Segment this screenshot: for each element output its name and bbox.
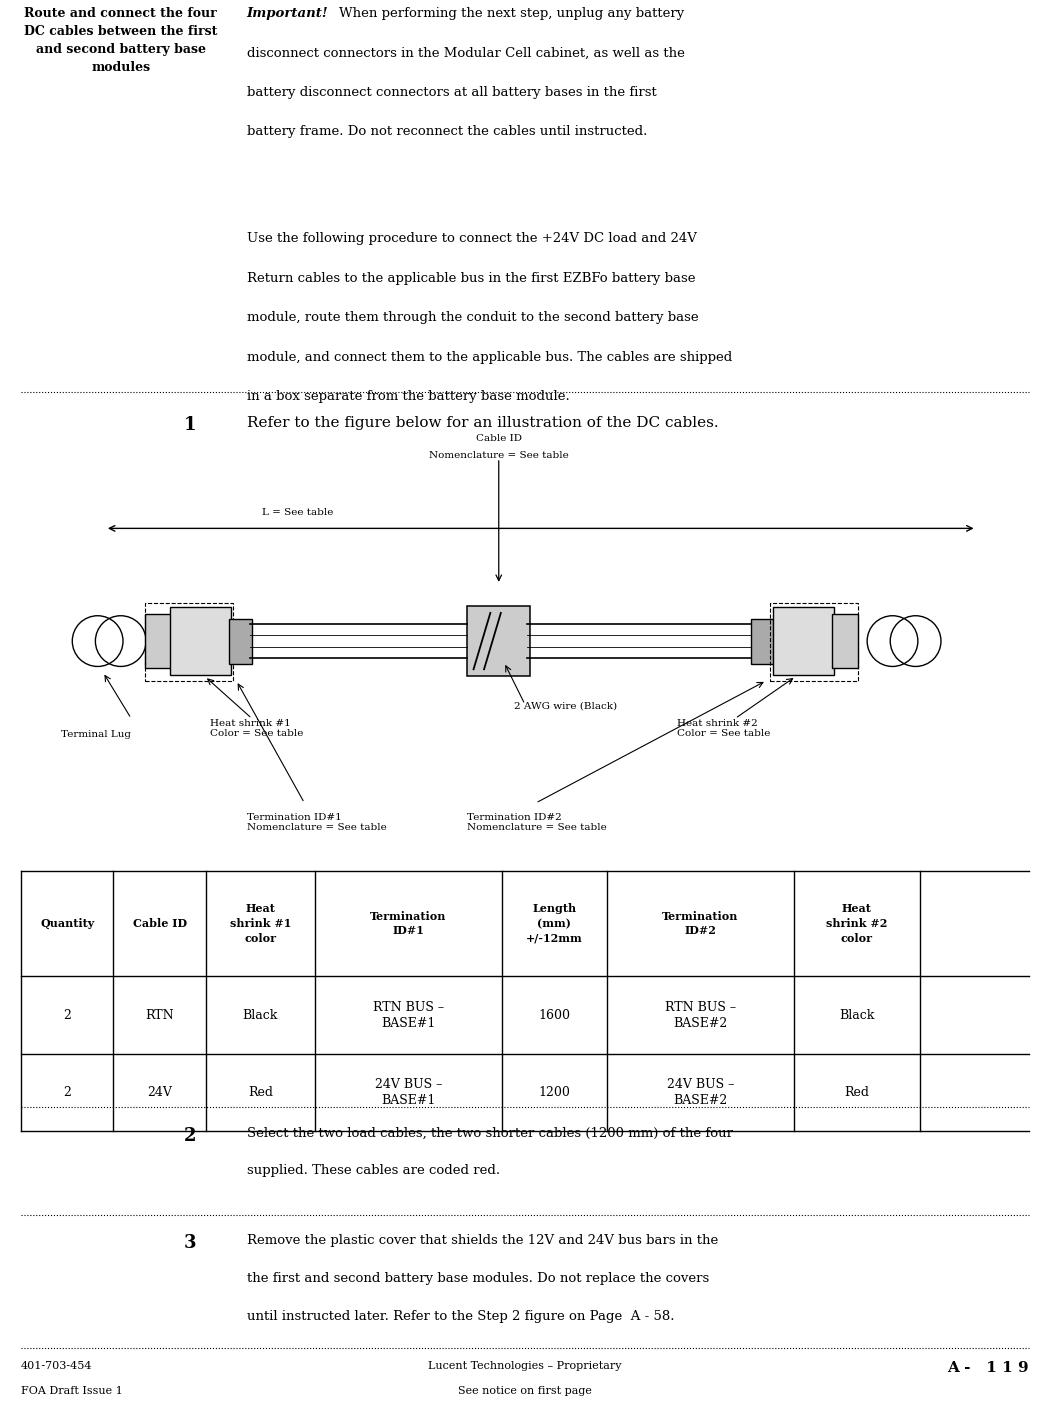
Text: Red: Red <box>844 1086 869 1099</box>
Bar <box>773 607 834 675</box>
Text: 24V: 24V <box>147 1086 172 1099</box>
Bar <box>770 603 858 681</box>
Text: in a box separate from the battery base module.: in a box separate from the battery base … <box>247 390 569 403</box>
Text: 2: 2 <box>63 1009 71 1022</box>
Text: Termination ID#2
Nomenclature = See table: Termination ID#2 Nomenclature = See tabl… <box>467 813 607 833</box>
Text: 401-703-454: 401-703-454 <box>21 1361 92 1371</box>
Text: 24V BUS –
BASE#2: 24V BUS – BASE#2 <box>667 1078 734 1107</box>
Text: battery disconnect connectors at all battery bases in the first: battery disconnect connectors at all bat… <box>247 86 656 99</box>
Text: Use the following procedure to connect the +24V DC load and 24V: Use the following procedure to connect t… <box>247 232 696 245</box>
Text: module, route them through the conduit to the second battery base: module, route them through the conduit t… <box>247 311 698 324</box>
Text: the first and second battery base modules. Do not replace the covers: the first and second battery base module… <box>247 1272 709 1285</box>
Bar <box>467 606 530 676</box>
Bar <box>145 603 233 681</box>
Text: Heat shrink #1
Color = See table: Heat shrink #1 Color = See table <box>210 719 303 738</box>
Text: Terminal Lug: Terminal Lug <box>61 730 131 738</box>
Bar <box>832 614 858 668</box>
Text: Heat
shrink #1
color: Heat shrink #1 color <box>230 903 291 944</box>
Text: Termination ID#1
Nomenclature = See table: Termination ID#1 Nomenclature = See tabl… <box>247 813 386 833</box>
Text: Refer to the figure below for an illustration of the DC cables.: Refer to the figure below for an illustr… <box>247 416 718 430</box>
Text: Red: Red <box>248 1086 273 1099</box>
Bar <box>145 614 171 668</box>
Text: See notice on first page: See notice on first page <box>458 1386 592 1396</box>
Text: supplied. These cables are coded red.: supplied. These cables are coded red. <box>247 1164 500 1177</box>
Bar <box>170 607 231 675</box>
Text: Nomenclature = See table: Nomenclature = See table <box>428 451 569 459</box>
Text: Route and connect the four
DC cables between the first
and second battery base
m: Route and connect the four DC cables bet… <box>24 7 217 75</box>
Text: until instructed later. Refer to the Step 2 figure on Page  A - 58.: until instructed later. Refer to the Ste… <box>247 1310 674 1323</box>
Text: Select the two load cables, the two shorter cables (1200 mm) of the four: Select the two load cables, the two shor… <box>247 1127 733 1140</box>
Text: Return cables to the applicable bus in the first EZBFo battery base: Return cables to the applicable bus in t… <box>247 272 695 285</box>
Text: 3: 3 <box>184 1234 196 1253</box>
Text: Heat shrink #2
Color = See table: Heat shrink #2 Color = See table <box>677 719 771 738</box>
Text: A -   1 1 9: A - 1 1 9 <box>947 1361 1029 1375</box>
Text: Heat
shrink #2
color: Heat shrink #2 color <box>826 903 887 944</box>
Text: Quantity: Quantity <box>40 919 94 929</box>
Text: 2: 2 <box>184 1127 196 1146</box>
Text: L = See table: L = See table <box>262 509 334 517</box>
Bar <box>229 619 252 664</box>
Text: RTN BUS –
BASE#1: RTN BUS – BASE#1 <box>373 1000 444 1030</box>
Text: RTN BUS –
BASE#2: RTN BUS – BASE#2 <box>665 1000 736 1030</box>
Text: 1: 1 <box>184 416 196 434</box>
Text: FOA Draft Issue 1: FOA Draft Issue 1 <box>21 1386 123 1396</box>
Text: Black: Black <box>839 1009 875 1022</box>
Text: 2 AWG wire (Black): 2 AWG wire (Black) <box>514 702 617 710</box>
Text: RTN: RTN <box>145 1009 174 1022</box>
Text: 1600: 1600 <box>539 1009 570 1022</box>
Text: Lucent Technologies – Proprietary: Lucent Technologies – Proprietary <box>428 1361 622 1371</box>
Text: disconnect connectors in the Modular Cell cabinet, as well as the: disconnect connectors in the Modular Cel… <box>247 46 685 59</box>
Text: Termination
ID#1: Termination ID#1 <box>371 910 446 937</box>
Text: Termination
ID#2: Termination ID#2 <box>663 910 738 937</box>
Text: Remove the plastic cover that shields the 12V and 24V bus bars in the: Remove the plastic cover that shields th… <box>247 1234 718 1247</box>
Text: 24V BUS –
BASE#1: 24V BUS – BASE#1 <box>375 1078 442 1107</box>
Text: Cable ID: Cable ID <box>132 919 187 929</box>
Text: module, and connect them to the applicable bus. The cables are shipped: module, and connect them to the applicab… <box>247 351 732 364</box>
Text: Important!: Important! <box>247 7 329 20</box>
Text: When performing the next step, unplug any battery: When performing the next step, unplug an… <box>321 7 684 20</box>
Text: Black: Black <box>243 1009 278 1022</box>
Bar <box>751 619 774 664</box>
Text: 2: 2 <box>63 1086 71 1099</box>
Text: battery frame. Do not reconnect the cables until instructed.: battery frame. Do not reconnect the cabl… <box>247 125 647 138</box>
Text: Length
(mm)
+/-12mm: Length (mm) +/-12mm <box>526 903 583 944</box>
Text: Cable ID: Cable ID <box>476 434 522 442</box>
Text: 1200: 1200 <box>539 1086 570 1099</box>
